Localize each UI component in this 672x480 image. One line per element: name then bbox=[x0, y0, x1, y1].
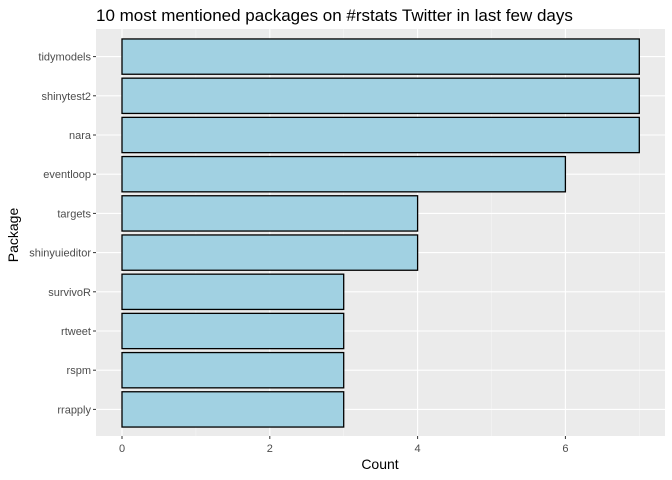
y-tick-label: rrapply bbox=[57, 404, 91, 416]
chart-title: 10 most mentioned packages on #rstats Tw… bbox=[96, 6, 573, 25]
y-axis: tidymodels shinytest2 nara eventloop targets… bbox=[29, 52, 96, 416]
y-axis-title: Package bbox=[5, 208, 21, 263]
y-tick-label: rtweet bbox=[61, 326, 91, 338]
y-tick-label: shinyuieditor bbox=[29, 248, 91, 260]
x-axis-title: Count bbox=[361, 456, 398, 472]
x-tick-label: 0 bbox=[119, 443, 125, 455]
bar-shinytest2 bbox=[121, 77, 640, 115]
bar-rrapply bbox=[121, 391, 345, 428]
bar-shinyuieditor bbox=[121, 234, 419, 271]
bar-rspm bbox=[121, 351, 345, 389]
bar-targets bbox=[121, 195, 419, 232]
y-tick-label: rspm bbox=[67, 365, 91, 377]
y-tick-label: shinytest2 bbox=[41, 91, 91, 103]
bar-tidymodels bbox=[121, 38, 640, 75]
bars bbox=[121, 38, 640, 428]
y-tick-label: survivoR bbox=[48, 287, 91, 299]
bar-survivoR bbox=[121, 273, 345, 311]
x-tick-label: 2 bbox=[267, 443, 273, 455]
bar-rtweet bbox=[121, 312, 345, 350]
y-tick-label: eventloop bbox=[43, 169, 91, 181]
y-tick-label: targets bbox=[57, 208, 91, 220]
x-tick-label: 6 bbox=[562, 443, 568, 455]
bar-eventloop bbox=[121, 155, 567, 193]
x-tick-label: 4 bbox=[415, 443, 421, 455]
y-tick-label: tidymodels bbox=[38, 52, 91, 64]
y-tick-label: nara bbox=[69, 130, 92, 142]
bar-nara bbox=[121, 116, 640, 154]
x-axis: 0 2 4 6 bbox=[119, 436, 568, 455]
